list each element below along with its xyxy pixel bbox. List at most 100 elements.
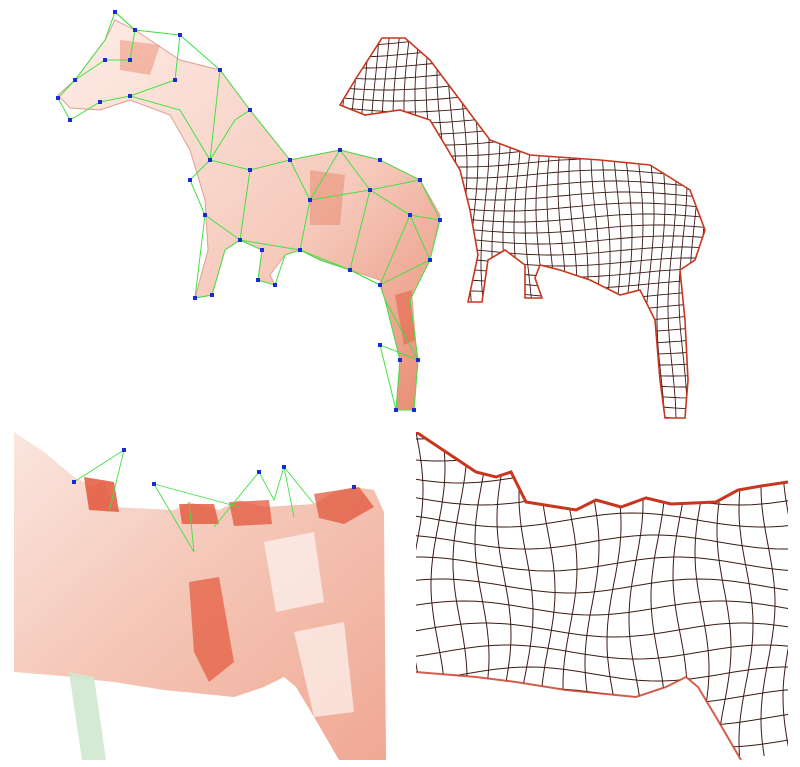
mesh-line	[416, 578, 788, 594]
mesh-line	[340, 147, 705, 157]
mesh-line	[359, 38, 369, 418]
mesh-line	[606, 432, 622, 757]
mesh-line	[416, 446, 788, 462]
mesh-line	[760, 432, 776, 757]
mesh-line	[436, 38, 446, 418]
mesh-line	[320, 423, 716, 430]
mesh-line	[370, 38, 380, 418]
mesh-line	[645, 38, 655, 418]
mesh-line	[716, 432, 732, 757]
mesh-line	[340, 235, 705, 245]
shaded-horse-figure	[56, 10, 442, 412]
mesh-line	[340, 180, 705, 190]
highlight-patch	[294, 622, 354, 717]
mesh-line	[557, 38, 567, 418]
mesh-line	[738, 432, 754, 757]
mesh-line	[340, 48, 705, 58]
mesh-line	[340, 400, 705, 410]
mesh-line	[340, 389, 705, 399]
mesh-line	[590, 38, 600, 418]
control-cage-vertices	[56, 10, 442, 412]
mesh-line	[381, 38, 391, 418]
mesh-line	[496, 432, 512, 757]
mesh-line	[403, 38, 413, 418]
mesh-line	[712, 20, 720, 428]
mesh-line	[601, 38, 611, 418]
mesh-line	[416, 710, 788, 726]
tail-strand	[69, 672, 106, 760]
mesh-line	[340, 378, 705, 388]
mesh-line	[678, 38, 688, 418]
mesh-line	[480, 38, 490, 418]
ridge-bump	[84, 477, 119, 512]
mesh-line	[340, 356, 705, 366]
mesh-line	[416, 556, 788, 572]
zoomed-wireframe-mesh	[416, 432, 788, 757]
wireframe-horse-figure	[320, 20, 720, 430]
mesh-line	[416, 644, 788, 660]
mesh-line	[340, 224, 705, 234]
mesh-line	[667, 38, 677, 418]
mesh-line	[416, 512, 788, 528]
mesh-line	[414, 38, 424, 418]
mesh-line	[524, 38, 534, 418]
mesh-line	[340, 301, 705, 311]
mesh-line	[340, 191, 705, 201]
mesh-line	[320, 20, 324, 428]
mesh-line	[340, 367, 705, 377]
mesh-line	[518, 432, 534, 757]
mesh-line	[340, 59, 705, 69]
shading-patch	[120, 40, 160, 75]
mesh-line	[416, 732, 788, 748]
mesh-line	[340, 213, 705, 223]
ridge-bump	[314, 487, 374, 524]
mesh-line	[416, 432, 788, 440]
ridge-bump	[229, 500, 272, 526]
mesh-line	[430, 432, 446, 757]
mesh-line	[568, 38, 578, 418]
mesh-line	[392, 38, 402, 418]
mesh-line	[546, 38, 556, 418]
mesh-line	[416, 666, 788, 682]
zoomed-shaded-figure	[14, 432, 386, 760]
ridge-outline	[416, 432, 789, 512]
mesh-line	[447, 38, 457, 418]
zoomed-cage-vertices	[72, 448, 356, 489]
mesh-line	[340, 290, 705, 300]
mesh-line	[634, 38, 644, 418]
mesh-line	[340, 268, 705, 278]
ridge-bump	[179, 504, 219, 524]
mesh-line	[416, 534, 788, 550]
mesh-line	[340, 103, 705, 113]
mesh-line	[348, 38, 358, 418]
mesh-line	[491, 38, 501, 418]
mesh-line	[340, 279, 705, 289]
mesh-line	[320, 20, 716, 24]
mesh-line	[782, 432, 788, 757]
belly-outline	[416, 671, 742, 760]
mesh-line	[562, 432, 578, 757]
highlight-patch	[264, 532, 324, 612]
wireframe-outline	[338, 37, 706, 419]
control-cage-edges	[57, 11, 441, 411]
mesh-line	[579, 38, 589, 418]
mesh-line	[502, 38, 512, 418]
mesh-line	[584, 432, 600, 757]
mesh-line	[340, 114, 705, 124]
mesh-line	[416, 600, 788, 616]
zoomed-wireframe-figure	[416, 432, 789, 760]
mesh-line	[340, 70, 705, 80]
mesh-line	[340, 158, 705, 168]
mesh-line	[612, 38, 622, 418]
mesh-line	[469, 38, 479, 418]
mesh-line	[474, 432, 490, 757]
mesh-line	[650, 432, 666, 757]
zoomed-wireframe-panel	[416, 432, 800, 760]
mesh-line	[416, 622, 788, 638]
mesh-line	[452, 432, 468, 757]
wireframe-horse-panel	[320, 20, 720, 430]
mesh-line	[340, 125, 705, 135]
mesh-line	[458, 38, 468, 418]
mesh-line	[327, 20, 335, 428]
mesh-line	[513, 38, 523, 418]
